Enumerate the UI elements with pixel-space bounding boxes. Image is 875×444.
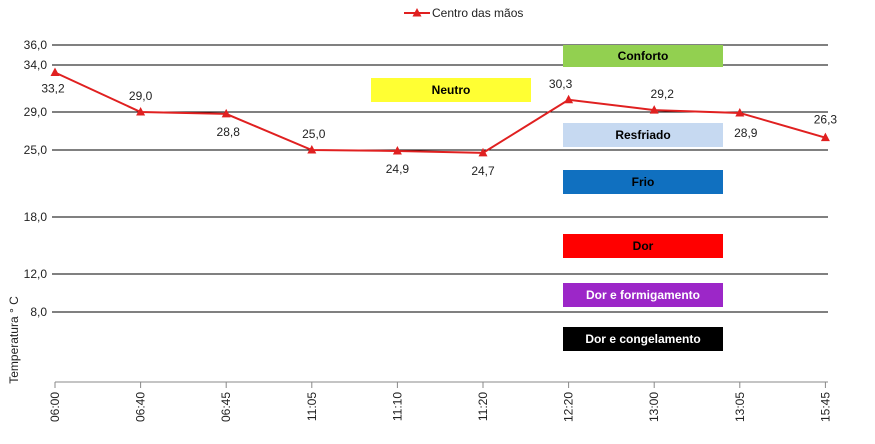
data-label: 26,3 [814,113,838,127]
zone-box: Conforto [563,45,723,67]
y-tick-label: 25,0 [24,143,48,157]
zone-box: Dor e formigamento [563,283,723,307]
zone-rect [563,283,723,307]
zone-rect [563,45,723,67]
y-axis: 8,0 12,0 18,0 25,0 29,0 34,0 36,0 [24,38,48,319]
data-label: 28,9 [734,126,758,140]
x-tick-label: 06:00 [48,392,62,422]
zone-box: Dor e congelamento [563,327,723,351]
data-point-marker [820,132,830,142]
x-tick-label: 13:00 [647,392,661,422]
zone-box: Resfriado [563,123,723,147]
data-point-marker [307,145,317,154]
data-point-marker [136,107,146,116]
y-tick-label: 34,0 [24,58,48,72]
y-tick-label: 36,0 [24,38,48,52]
data-label: 28,8 [217,125,241,139]
y-tick-label: 8,0 [30,305,47,319]
data-label: 25,0 [302,127,326,141]
x-tick-label: 06:45 [219,392,233,422]
zone-rect [563,123,723,147]
data-label: 24,9 [386,162,410,176]
x-tick-label: 11:10 [390,392,404,421]
x-tick-label: 11:20 [476,392,490,421]
y-axis-label: Temperatura ° C [7,296,21,384]
data-point-marker [50,67,60,77]
data-label: 29,0 [129,89,153,103]
zone-label: Frio [632,175,655,189]
zone-box: Dor [563,234,723,258]
x-tick-label: 13:05 [733,392,747,422]
y-tick-label: 12,0 [24,267,48,281]
zone-label: Dor e formigamento [586,288,700,302]
series-line [54,71,826,154]
data-point-marker [221,108,231,118]
data-label: 33,2 [41,82,65,96]
data-point-marker [735,107,745,117]
x-tick-label: 12:20 [562,392,576,422]
data-point-marker [392,145,402,155]
x-tick-label: 15:45 [818,392,832,422]
zone-box: Neutro [371,78,531,102]
data-point-marker [564,94,574,104]
data-label: 24,7 [471,164,495,178]
series-centro-das-maos: 33,2 29,0 28,8 25,0 24,9 24,7 30,3 29,2 28,9 26,3 [41,67,838,178]
x-tick-label: 11:05 [305,392,319,421]
zone-label: Dor e congelamento [585,332,700,346]
legend-label: Centro das mãos [432,6,523,20]
data-label: 30,3 [549,77,573,91]
data-point-marker [478,147,488,157]
zone-label: Conforto [618,49,669,63]
zone-rect [563,170,723,194]
zone-label: Resfriado [615,128,670,142]
x-axis: 06:00 06:40 06:45 11:05 11:10 11:20 12:20 13:00… [48,381,832,422]
zone-rect [563,327,723,351]
zone-label: Dor [633,239,654,253]
y-tick-label: 29,0 [24,105,48,119]
data-label: 29,2 [651,87,675,101]
zone-box: Frio [563,170,723,194]
comfort-zone-boxes: Conforto Neutro Resfriado Frio Dor Dor e form… [371,45,723,351]
data-point-marker [649,105,659,114]
x-tick-label: 06:40 [134,392,148,422]
zone-rect [563,234,723,258]
y-tick-label: 18,0 [24,210,48,224]
legend: Centro das mãos [404,6,523,20]
legend-marker [412,8,422,17]
zone-rect [371,78,531,102]
zone-label: Neutro [432,83,471,97]
